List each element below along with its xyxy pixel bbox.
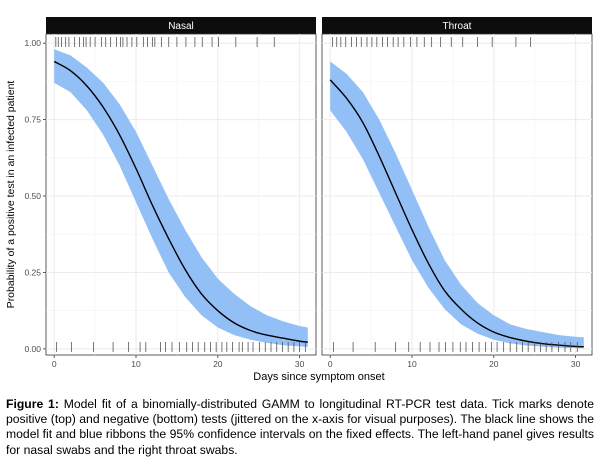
panel-throat: Throat 0 10 20 30 — [321, 17, 593, 369]
x-tick-label: 10 — [407, 359, 417, 369]
caption-label: Figure 1: — [6, 397, 59, 411]
y-axis-title: Probability of a positive test in an inf… — [5, 81, 17, 309]
x-axis-title: Days since symptom onset — [253, 371, 384, 383]
x-tick-label: 0 — [52, 359, 57, 369]
y-tick-label: 0.75 — [24, 115, 41, 125]
x-tick-label: 20 — [213, 359, 223, 369]
panel-nasal: Nasal 0 10 20 30 0.00 0.25 0.50 0.75 1.00 — [24, 17, 317, 369]
x-tick-label: 30 — [571, 359, 581, 369]
x-tick-label: 20 — [489, 359, 499, 369]
facet-title: Throat — [443, 21, 472, 32]
confidence-ribbon — [330, 61, 584, 349]
model-fit-line — [329, 79, 584, 348]
x-tick-label: 0 — [328, 359, 333, 369]
figure-caption: Figure 1: Model fit of a binomially-dist… — [6, 397, 594, 458]
y-tick-label: 0.00 — [24, 344, 41, 354]
facet-strip — [322, 17, 592, 34]
x-tick-label: 30 — [295, 359, 305, 369]
caption-text: Model fit of a binomially-distributed GA… — [6, 397, 594, 457]
facet-title: Nasal — [168, 21, 194, 32]
y-tick-label: 1.00 — [24, 38, 41, 48]
confidence-ribbon — [54, 49, 308, 348]
x-tick-label: 10 — [131, 359, 141, 369]
y-tick-label: 0.25 — [24, 267, 41, 277]
y-tick-label: 0.50 — [24, 191, 41, 201]
facet-strip — [46, 17, 316, 34]
chart-area: Nasal 0 10 20 30 0.00 0.25 0.50 0.75 1.00 Throat 0 1… — [5, 17, 593, 383]
model-fit-line — [53, 60, 308, 343]
